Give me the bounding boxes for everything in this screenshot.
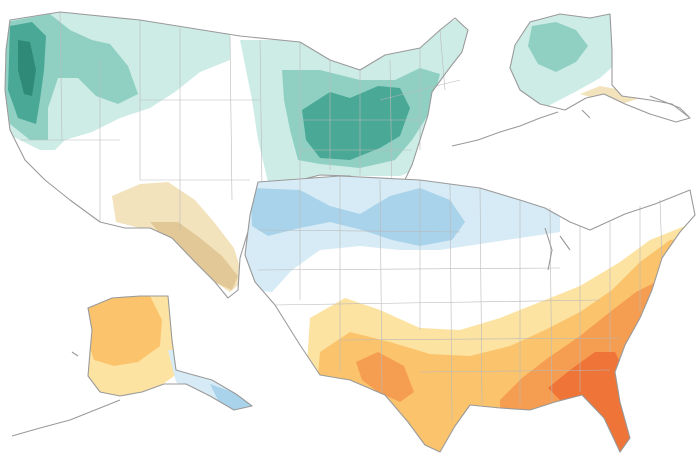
precip-ak-dry-zone [580, 86, 640, 104]
precip-wet-dark-zone-inland [82, 58, 124, 98]
precip-wet-darkest-zone [18, 40, 36, 96]
temp-ak-warm-mid-zone [88, 296, 162, 366]
precip-conus-map [4, 11, 469, 299]
temp-warm-dark-zone [356, 352, 414, 402]
precip-wet-dark-zone-east [302, 86, 410, 160]
temp-ak-cold-mid-zone [210, 384, 252, 410]
precip-alaska-map [451, 13, 691, 147]
precip-ak-wet-mid-zone [528, 22, 588, 72]
temp-alaska-map [11, 295, 253, 437]
temp-conus-map [244, 175, 696, 453]
